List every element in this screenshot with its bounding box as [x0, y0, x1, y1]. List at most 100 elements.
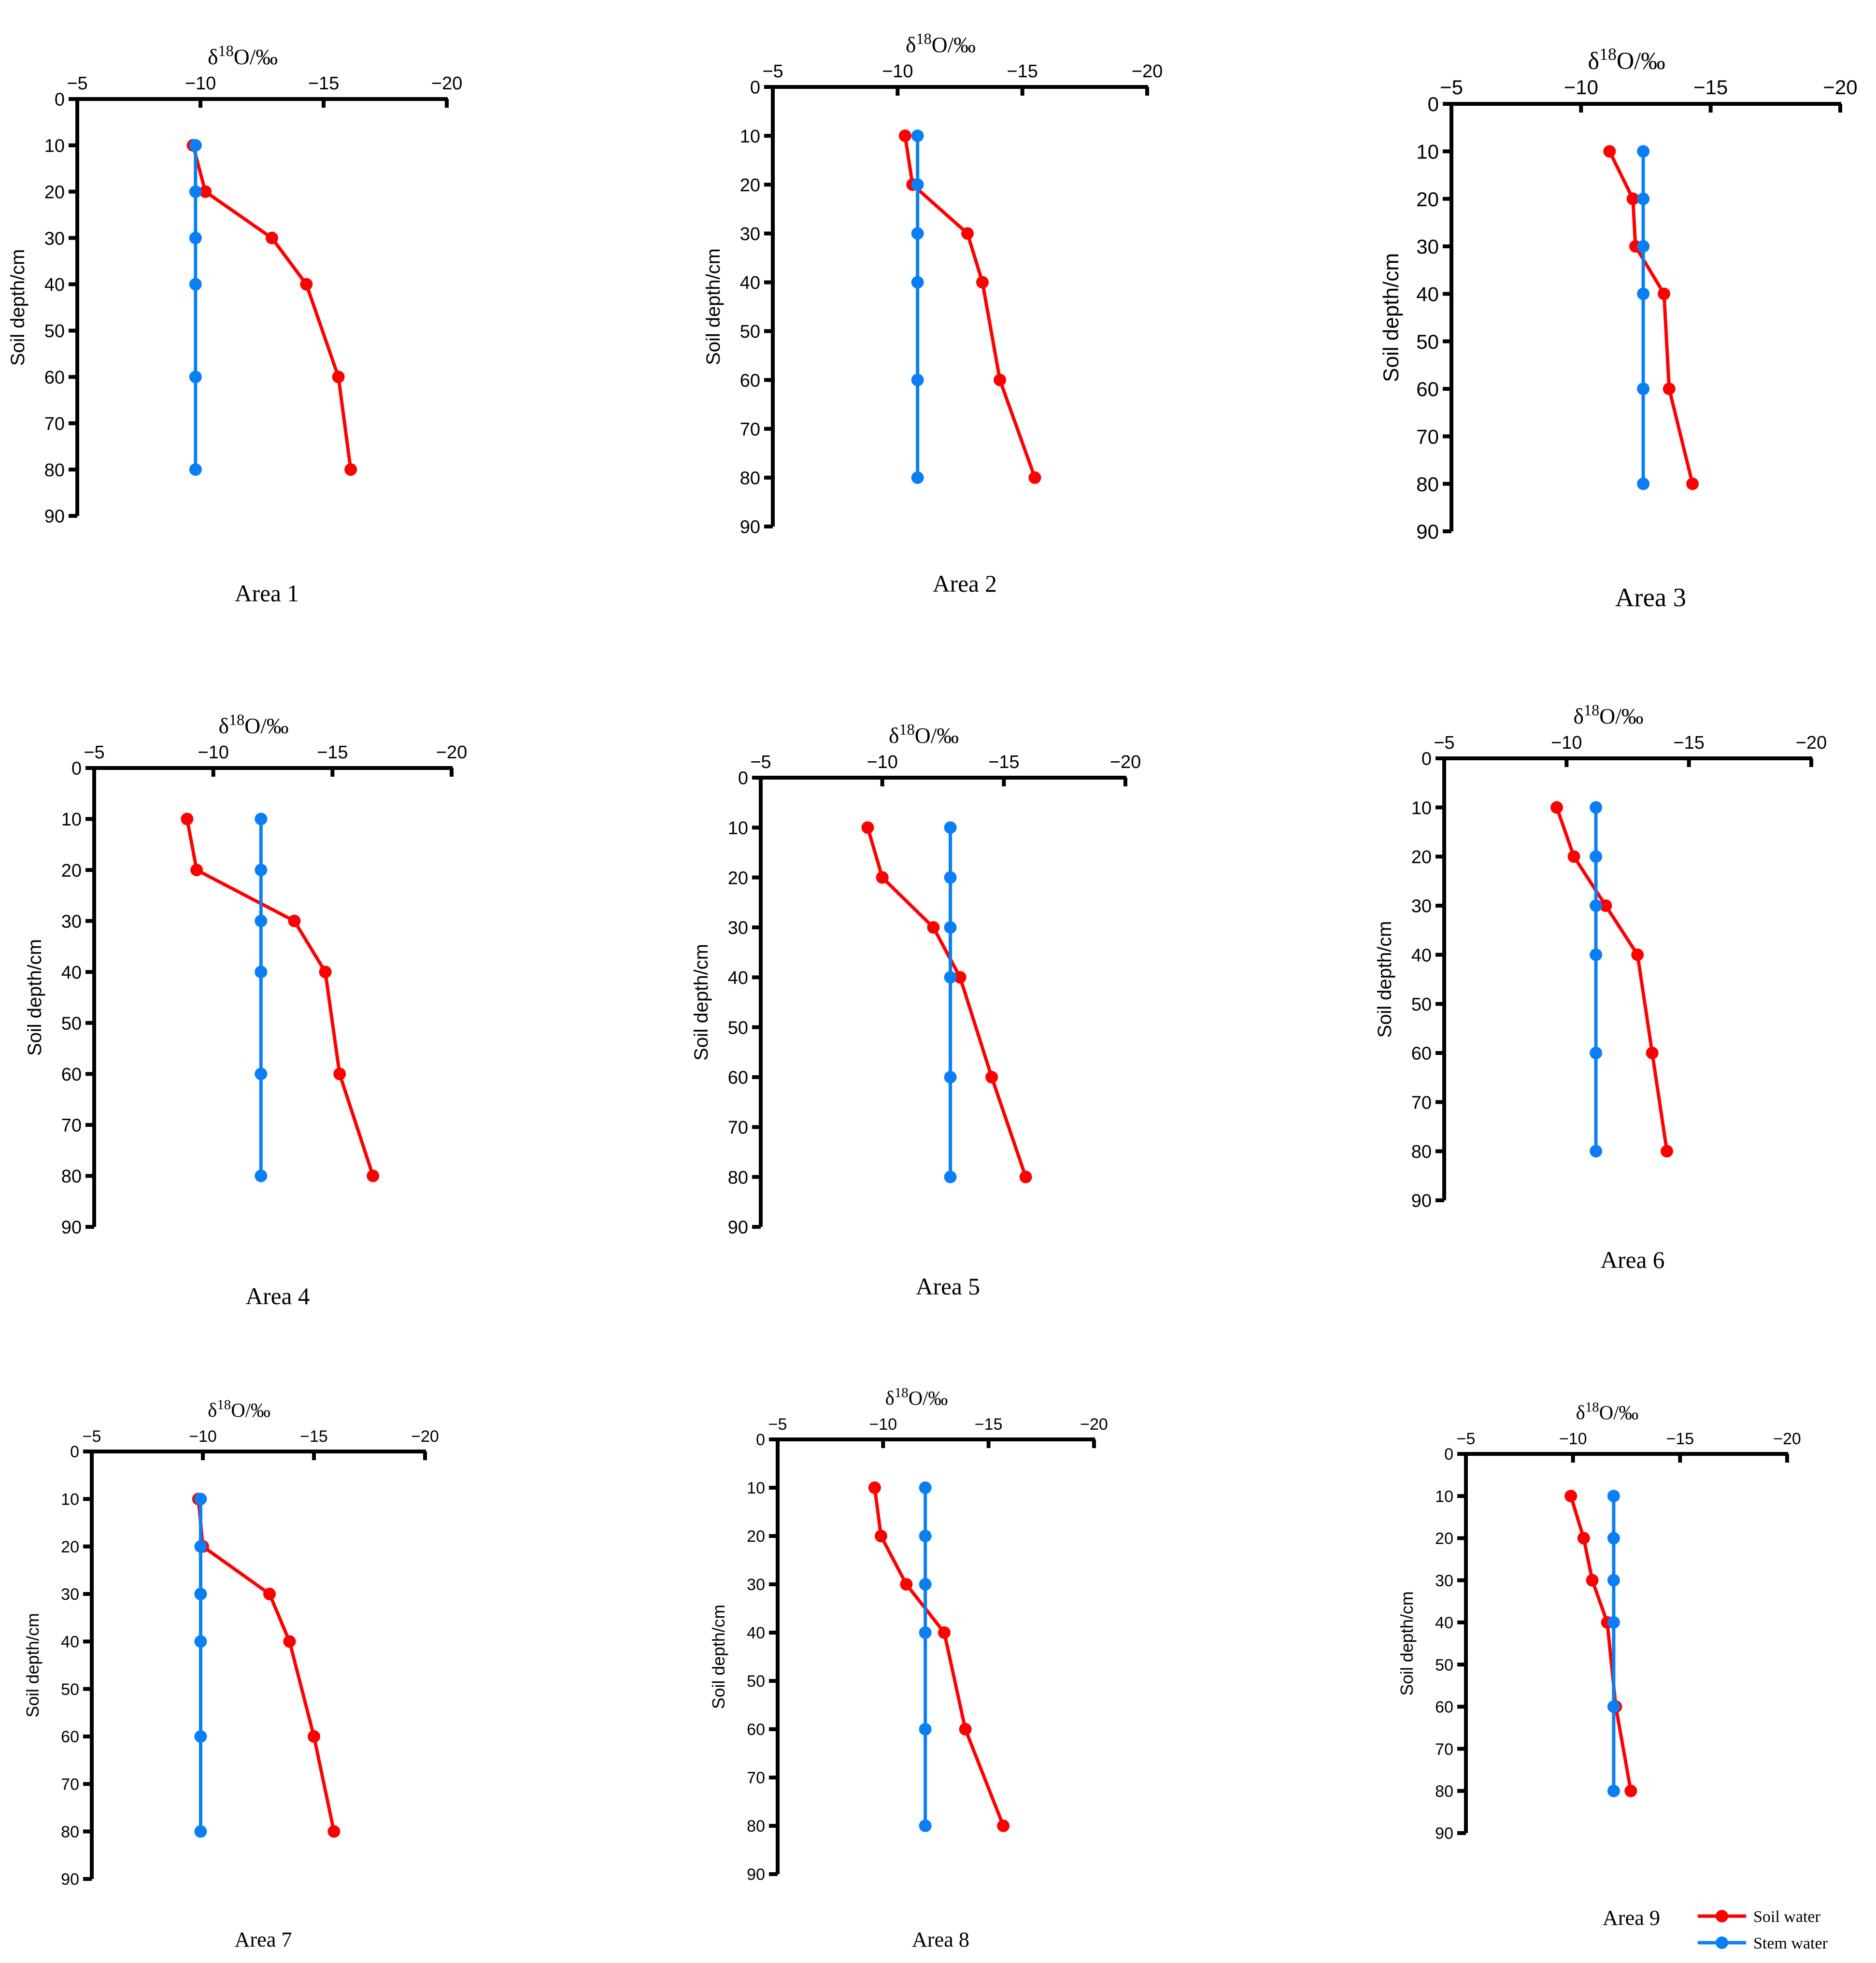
data-point-soil-water	[994, 373, 1007, 386]
y-tick-label: 90	[740, 517, 760, 538]
y-tick-label: 0	[756, 1431, 765, 1449]
y-tick-label: 80	[61, 1823, 79, 1841]
x-tick-label: −15	[1673, 733, 1704, 753]
chart-panel-area-8: −5 −10 −15 −20 0 10 20 30 40 50 60 70 80 90 δ18O/‰ Soil…	[709, 1385, 1108, 1951]
y-tick-label: 80	[747, 1817, 765, 1835]
data-point-soil-water	[1626, 192, 1639, 205]
y-tick-label: 0	[738, 768, 748, 789]
y-tick-label: 50	[728, 1018, 748, 1038]
legend-marker-stem-water	[1716, 1936, 1728, 1949]
y-tick-label: 80	[1411, 1142, 1432, 1162]
data-point-soil-water	[1663, 383, 1676, 395]
y-tick-label: 60	[61, 1728, 79, 1746]
y-tick-label: 70	[61, 1116, 82, 1136]
data-point-stem-water	[919, 1530, 932, 1542]
data-point-soil-water	[1028, 471, 1041, 484]
data-point-soil-water	[288, 914, 301, 927]
data-point-soil-water	[927, 921, 940, 934]
data-point-soil-water	[1603, 145, 1616, 158]
x-tick-label: −20	[1110, 752, 1141, 772]
x-tick-label: −20	[1080, 1415, 1108, 1434]
data-point-stem-water	[189, 278, 202, 291]
x-axis-label: δ18O/‰	[1576, 1400, 1639, 1423]
legend-label-soil-water: Soil water	[1753, 1908, 1820, 1926]
data-point-stem-water	[919, 1723, 932, 1735]
data-point-soil-water	[1686, 477, 1699, 490]
y-tick-label: 20	[1416, 188, 1439, 211]
y-tick-label: 30	[61, 911, 82, 932]
panels: −5 −10 −15 −20 0 10 20 30 40 50 60 70 80 90 δ18O/‰ Soil…	[7, 30, 1858, 1951]
y-tick-label: 40	[44, 275, 65, 295]
x-axis-label: δ18O/‰	[208, 42, 278, 69]
data-point-stem-water	[194, 1493, 207, 1506]
data-point-stem-water	[919, 1481, 932, 1494]
data-point-stem-water	[1637, 240, 1650, 253]
x-tick-label: −10	[1559, 1430, 1587, 1448]
y-tick-label: 50	[44, 321, 65, 341]
legend-label-stem-water: Stem water	[1753, 1935, 1828, 1952]
y-tick-label: 60	[740, 370, 760, 391]
data-point-soil-water	[874, 1530, 887, 1542]
series-line-soil-water	[197, 1498, 336, 1832]
data-point-soil-water	[961, 227, 974, 240]
x-tick-label: −10	[867, 752, 897, 772]
y-tick-label: 60	[61, 1065, 82, 1085]
y-tick-label: 80	[740, 469, 760, 489]
y-tick-label: 50	[1411, 995, 1432, 1015]
x-tick-label: −20	[1773, 1430, 1801, 1448]
chart-panel-area-9: −5 −10 −15 −20 0 10 20 30 40 50 60 70 80 90 δ18O/‰ Soil…	[1397, 1400, 1801, 1930]
y-axis-label: Soil depth/cm	[691, 944, 712, 1061]
x-tick-label: −5	[750, 752, 771, 772]
y-tick-label: 60	[1416, 378, 1439, 400]
y-tick-label: 10	[728, 818, 748, 839]
y-tick-label: 20	[44, 182, 65, 202]
data-point-stem-water	[1607, 1532, 1620, 1545]
y-tick-label: 40	[1416, 283, 1439, 305]
data-point-stem-water	[1637, 145, 1650, 158]
x-tick-label: −15	[975, 1415, 1003, 1434]
x-tick-label: −10	[189, 1427, 217, 1446]
y-tick-label: 20	[1435, 1530, 1453, 1548]
x-tick-label: −20	[1796, 733, 1827, 753]
data-point-soil-water	[1646, 1047, 1659, 1059]
y-tick-label: 50	[61, 1013, 82, 1034]
x-tick-label: −15	[988, 752, 1019, 772]
y-tick-label: 60	[747, 1721, 765, 1739]
x-tick-label: −10	[869, 1415, 897, 1434]
y-tick-label: 20	[61, 1538, 79, 1556]
data-point-soil-water	[959, 1723, 972, 1735]
chart-panel-area-5: −5 −10 −15 −20 0 10 20 30 40 50 60 70 80 90 δ18O/‰ Soil…	[691, 721, 1141, 1300]
data-point-soil-water	[1658, 287, 1671, 300]
data-point-soil-water	[876, 871, 889, 884]
x-axis-label: δ18O/‰	[1574, 701, 1644, 728]
data-point-stem-water	[255, 812, 268, 825]
y-tick-label: 0	[55, 90, 65, 110]
y-tick-label: 40	[61, 1633, 79, 1651]
data-point-soil-water	[263, 1588, 276, 1600]
y-axis-label: Soil depth/cm	[1374, 921, 1395, 1038]
y-tick-label: 40	[61, 963, 82, 983]
data-point-soil-water	[868, 1481, 881, 1494]
x-tick-label: −20	[1132, 61, 1163, 82]
y-tick-label: 10	[1416, 140, 1439, 163]
data-point-stem-water	[1590, 1047, 1603, 1059]
data-point-soil-water	[332, 370, 345, 384]
y-tick-label: 80	[1435, 1782, 1453, 1801]
data-point-stem-water	[911, 129, 924, 142]
x-axis-label: δ18O/‰	[885, 1385, 948, 1409]
y-tick-label: 90	[1416, 520, 1439, 543]
data-point-soil-water	[898, 129, 911, 142]
data-point-stem-water	[1607, 1490, 1620, 1503]
data-point-stem-water	[255, 914, 268, 927]
y-tick-label: 30	[61, 1585, 79, 1604]
y-tick-label: 90	[44, 507, 65, 527]
data-point-soil-water	[976, 276, 989, 289]
y-tick-label: 90	[747, 1865, 765, 1884]
data-point-soil-water	[344, 463, 357, 476]
y-tick-label: 50	[1416, 330, 1439, 353]
data-point-stem-water	[1637, 477, 1650, 490]
series-line-soil-water	[903, 135, 1037, 479]
x-tick-label: −10	[1564, 76, 1598, 99]
data-point-soil-water	[1631, 948, 1644, 961]
x-tick-label: −15	[1666, 1430, 1694, 1448]
